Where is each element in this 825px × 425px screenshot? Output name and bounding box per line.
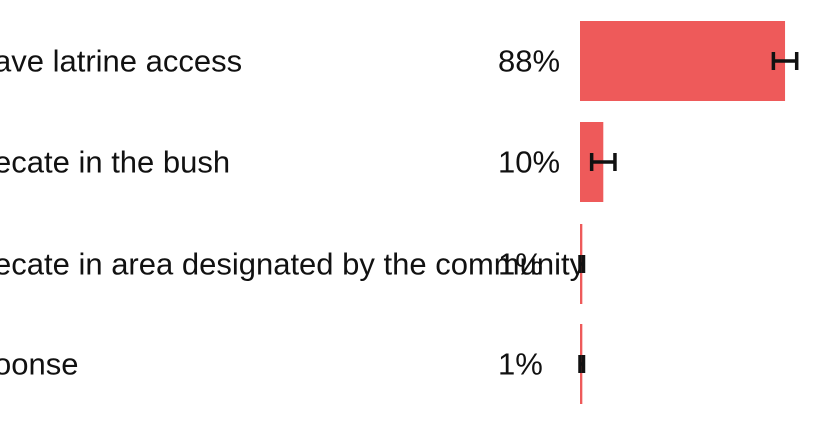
category-label: oonse <box>0 347 78 382</box>
error-bar <box>578 255 586 273</box>
category-label: ecate in area designated by the communit… <box>0 247 586 282</box>
category-label: ave latrine access <box>0 44 242 79</box>
error-bar <box>589 153 617 171</box>
value-label: 88% <box>498 44 560 79</box>
bar <box>580 21 786 101</box>
error-bar <box>578 355 586 373</box>
value-label: 1% <box>498 247 543 282</box>
category-label: ecate in the bush <box>0 145 230 180</box>
value-label: 1% <box>498 347 543 382</box>
error-bar <box>771 52 799 70</box>
value-label: 10% <box>498 145 560 180</box>
